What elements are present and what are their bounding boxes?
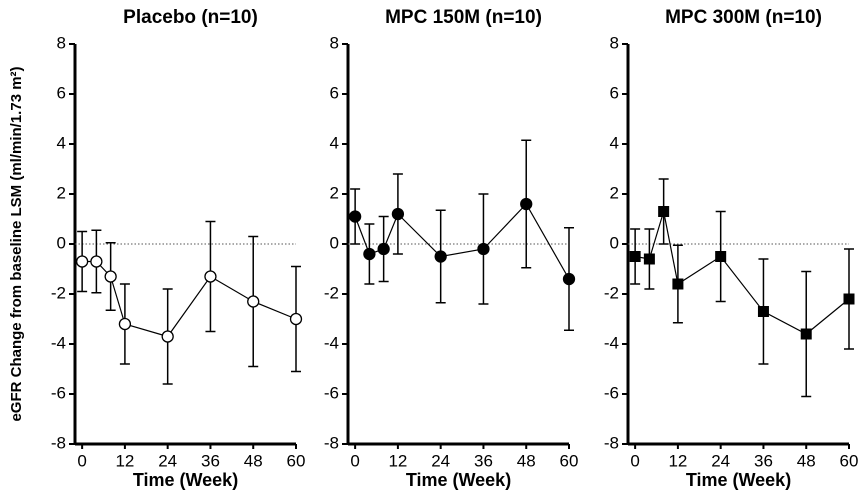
x-tick-label: 0	[77, 451, 86, 470]
y-tick-label: -2	[51, 283, 66, 302]
x-axis-title: Time (Week)	[133, 470, 238, 490]
marker	[363, 247, 376, 261]
marker	[161, 330, 174, 343]
x-tick-label: 24	[158, 451, 177, 470]
x-tick-label: 60	[560, 451, 579, 470]
x-axis-title: Time (Week)	[686, 470, 791, 490]
marker	[289, 312, 303, 326]
marker	[391, 207, 405, 221]
y-tick-label: 4	[57, 133, 66, 152]
marker	[118, 317, 132, 331]
y-tick-label: 6	[57, 83, 66, 102]
marker	[643, 253, 655, 265]
panel-title: MPC 150M (n=10)	[385, 7, 542, 28]
x-tick-label: 0	[630, 451, 639, 470]
y-tick-label: -6	[604, 383, 619, 402]
y-tick-label: 8	[330, 33, 339, 52]
y-tick-label: -8	[604, 433, 619, 452]
x-tick-label: 36	[201, 451, 220, 470]
panel-title: Placebo (n=10)	[123, 7, 258, 28]
y-tick-label: -8	[51, 433, 66, 452]
y-tick-label: 4	[610, 133, 619, 152]
y-tick-label: -6	[324, 383, 339, 402]
y-tick-label: 8	[57, 33, 66, 52]
marker	[477, 242, 490, 256]
y-tick-label: -4	[604, 333, 619, 352]
marker	[348, 210, 362, 223]
marker	[672, 278, 684, 290]
y-tick-label: 8	[610, 33, 619, 52]
marker	[715, 251, 727, 262]
y-tick-label: 2	[57, 183, 66, 202]
y-tick-label: 0	[57, 233, 66, 252]
marker	[757, 306, 769, 317]
x-tick-label: 24	[431, 451, 450, 470]
marker	[377, 242, 390, 256]
x-tick-label: 48	[244, 451, 263, 470]
y-axis-title: eGFR Change from baseline LSM (ml/min/1.…	[8, 66, 25, 421]
x-tick-label: 60	[840, 451, 859, 470]
x-tick-label: 36	[474, 451, 493, 470]
data-line	[635, 211, 850, 335]
y-tick-label: -6	[51, 383, 66, 402]
y-tick-label: 2	[610, 183, 619, 202]
marker	[434, 250, 447, 263]
y-tick-label: 0	[610, 233, 619, 252]
data-line	[354, 203, 570, 280]
marker	[104, 270, 117, 283]
marker	[629, 251, 641, 262]
y-tick-label: 6	[610, 83, 619, 102]
y-tick-label: 4	[330, 133, 339, 152]
x-axis-title: Time (Week)	[406, 470, 511, 490]
y-tick-label: -4	[324, 333, 339, 352]
x-tick-label: 48	[797, 451, 816, 470]
x-tick-label: 48	[517, 451, 536, 470]
x-tick-label: 12	[668, 451, 687, 470]
y-tick-label: 6	[330, 83, 339, 102]
x-tick-label: 60	[287, 451, 306, 470]
marker	[843, 293, 855, 305]
y-tick-label: -4	[51, 333, 66, 352]
x-tick-label: 36	[754, 451, 773, 470]
x-tick-label: 24	[711, 451, 730, 470]
y-tick-label: -2	[604, 283, 619, 302]
marker	[75, 255, 89, 268]
x-tick-label: 12	[115, 451, 134, 470]
marker	[658, 206, 670, 217]
panel-title: MPC 300M (n=10)	[665, 7, 822, 28]
marker	[247, 295, 260, 308]
x-tick-label: 12	[388, 451, 407, 470]
y-tick-label: -8	[324, 433, 339, 452]
marker	[562, 272, 576, 286]
y-tick-label: -2	[324, 283, 339, 302]
marker	[204, 270, 217, 283]
y-tick-label: 0	[330, 233, 339, 252]
marker	[90, 255, 103, 268]
y-tick-label: 2	[330, 183, 339, 202]
marker	[520, 197, 533, 211]
x-tick-label: 0	[350, 451, 359, 470]
marker	[800, 328, 812, 340]
